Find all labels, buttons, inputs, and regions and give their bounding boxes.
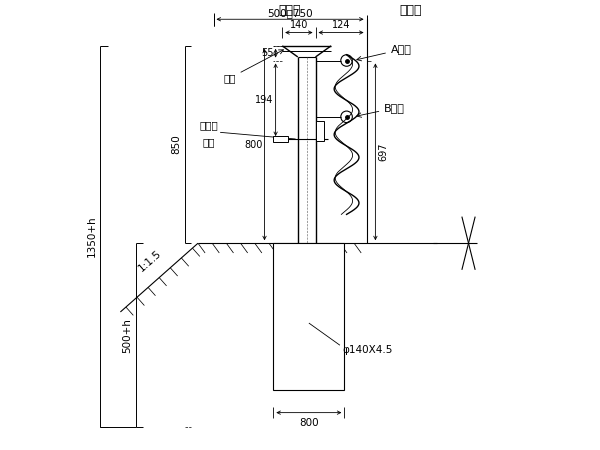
Text: 土路肩: 土路肩 bbox=[279, 4, 301, 18]
Text: 800: 800 bbox=[299, 418, 319, 428]
Text: 1350+h: 1350+h bbox=[87, 216, 97, 257]
Text: 500+h: 500+h bbox=[122, 318, 133, 353]
Bar bbox=[316, 121, 323, 141]
Text: 55: 55 bbox=[261, 48, 274, 58]
Text: B节点: B节点 bbox=[357, 103, 405, 117]
Text: 500～750: 500～750 bbox=[267, 8, 313, 18]
Text: 124: 124 bbox=[332, 20, 350, 30]
Text: 850: 850 bbox=[171, 135, 181, 154]
Text: 194: 194 bbox=[255, 95, 274, 105]
Text: 1:1.5: 1:1.5 bbox=[137, 248, 164, 273]
Text: 螺栓: 螺栓 bbox=[203, 137, 215, 147]
Text: 路缘石: 路缘石 bbox=[400, 4, 422, 18]
Text: 柱帽: 柱帽 bbox=[223, 50, 283, 83]
Text: 697: 697 bbox=[379, 143, 388, 161]
Text: 800: 800 bbox=[244, 140, 262, 149]
Text: φ140X4.5: φ140X4.5 bbox=[342, 345, 392, 355]
Text: A节点: A节点 bbox=[357, 45, 412, 61]
Bar bbox=[274, 136, 288, 142]
Bar bbox=[274, 243, 344, 390]
Text: 140: 140 bbox=[290, 20, 308, 30]
Text: 六角头: 六角头 bbox=[200, 120, 218, 130]
